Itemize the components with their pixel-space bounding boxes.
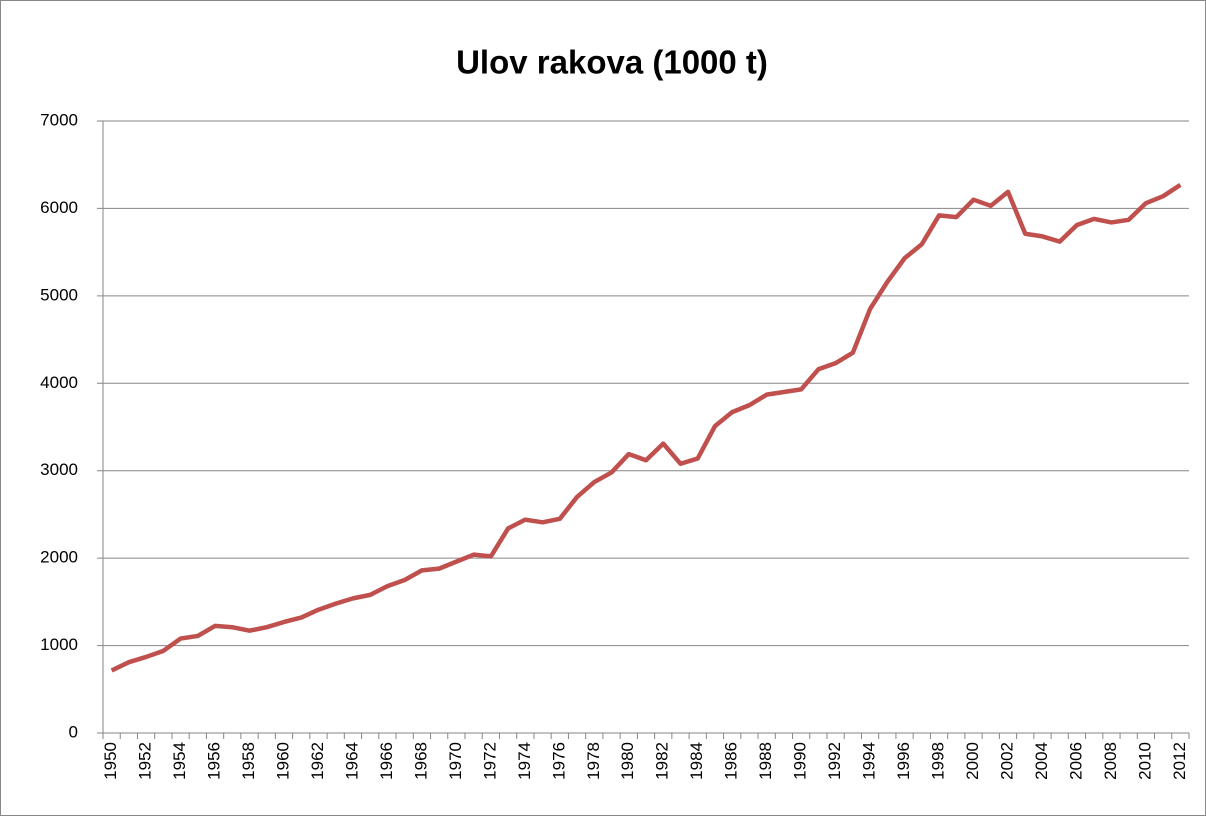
- x-tick-label: 1988: [756, 742, 775, 780]
- x-tick-label: 1950: [101, 742, 120, 780]
- x-tick-label: 1966: [377, 742, 396, 780]
- x-tick-label: 1982: [653, 742, 672, 780]
- x-tick-label: 1984: [687, 742, 706, 780]
- x-tick-label: 1998: [929, 742, 948, 780]
- x-tick-label: 1974: [515, 742, 534, 780]
- x-tick-label: 1956: [205, 742, 224, 780]
- x-tick-label: 2000: [963, 742, 982, 780]
- x-tick-label: 1972: [480, 742, 499, 780]
- x-tick-label: 1962: [308, 742, 327, 780]
- y-tick-label: 7000: [40, 110, 78, 129]
- x-tick-label: 1964: [342, 742, 361, 780]
- x-tick-label: 1992: [825, 742, 844, 780]
- x-tick-label: 2012: [1170, 742, 1189, 780]
- x-tick-label: 1986: [722, 742, 741, 780]
- y-tick-label: 2000: [40, 548, 78, 567]
- chart-title: Ulov rakova (1000 t): [456, 44, 768, 81]
- x-tick-label: 1960: [273, 742, 292, 780]
- x-tick-label: 1976: [549, 742, 568, 780]
- x-tick-label: 2002: [997, 742, 1016, 780]
- x-tick-label: 2006: [1066, 742, 1085, 780]
- x-tick-label: 1970: [446, 742, 465, 780]
- y-tick-label: 0: [69, 722, 78, 741]
- y-tick-label: 1000: [40, 635, 78, 654]
- x-tick-label: 1996: [894, 742, 913, 780]
- line-series: [110, 182, 1182, 673]
- x-tick-label: 1990: [791, 742, 810, 780]
- x-tick-label: 1954: [170, 742, 189, 780]
- x-tick-label: 2008: [1101, 742, 1120, 780]
- y-tick-label: 4000: [40, 373, 78, 392]
- x-tick-label: 1994: [860, 742, 879, 780]
- x-tick-label: 2010: [1135, 742, 1154, 780]
- x-tick-label: 1968: [411, 742, 430, 780]
- y-tick-label: 5000: [40, 285, 78, 304]
- x-tick-label: 1980: [618, 742, 637, 780]
- x-tick-label: 1978: [584, 742, 603, 780]
- y-tick-label: 3000: [40, 460, 78, 479]
- x-tick-label: 1952: [136, 742, 155, 780]
- x-tick-label: 2004: [1032, 742, 1051, 780]
- y-tick-label: 6000: [40, 198, 78, 217]
- x-tick-label: 1958: [239, 742, 258, 780]
